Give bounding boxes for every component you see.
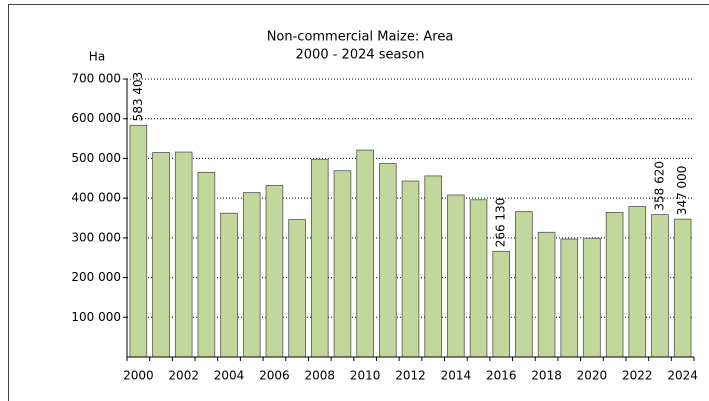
x-tick-label: 2022 [622,369,653,383]
bar [242,192,261,358]
bar [469,199,488,358]
bar [515,211,533,358]
bar [583,237,601,358]
value-label: 266 130 [494,198,508,248]
bar [356,149,374,358]
y-tick-label: 600 000 [71,111,121,125]
y-tick-label: 700 000 [71,72,121,86]
y-tick-label: 100 000 [71,310,121,324]
x-tick-label: 2000 [123,369,154,383]
value-label: 347 000 [675,166,689,216]
bar [379,163,397,358]
bar [401,180,420,358]
y-tick-label: 300 000 [71,230,121,244]
y-tick-label: 400 000 [71,191,121,205]
bar [537,231,556,358]
x-tick-label: 2014 [441,369,472,383]
bar [628,206,647,358]
bar [197,171,216,358]
bar [174,151,193,358]
bar [605,212,624,358]
x-tick-label: 2012 [395,369,426,383]
bar [220,212,238,358]
bar [447,194,465,358]
x-tick-label: 2002 [168,369,199,383]
x-tick-label: 2008 [305,369,336,383]
chart-subtitle: 2000 - 2024 season [296,48,425,63]
x-tick-label: 2006 [259,369,290,383]
x-tick-label: 2004 [214,369,245,383]
bar [424,175,442,358]
bar [265,185,284,358]
y-tick-label: 200 000 [71,270,121,284]
bar [492,250,511,358]
bar [310,158,329,358]
bar [651,214,669,358]
y-axis-label: Ha [89,50,105,64]
bar [152,152,170,358]
x-tick-label: 2024 [667,369,698,383]
x-tick-label: 2018 [531,369,562,383]
bar [560,238,579,358]
value-label: 583 403 [131,72,145,122]
bar [288,219,306,358]
value-label: 358 620 [652,161,666,211]
x-tick-label: 2010 [350,369,381,383]
bar [129,124,148,358]
x-tick-label: 2016 [486,369,517,383]
bar [673,218,692,358]
bar [333,170,352,358]
x-tick-label: 2020 [577,369,608,383]
chart-title: Non-commercial Maize: Area [267,30,454,45]
y-tick-label: 500 000 [71,151,121,165]
